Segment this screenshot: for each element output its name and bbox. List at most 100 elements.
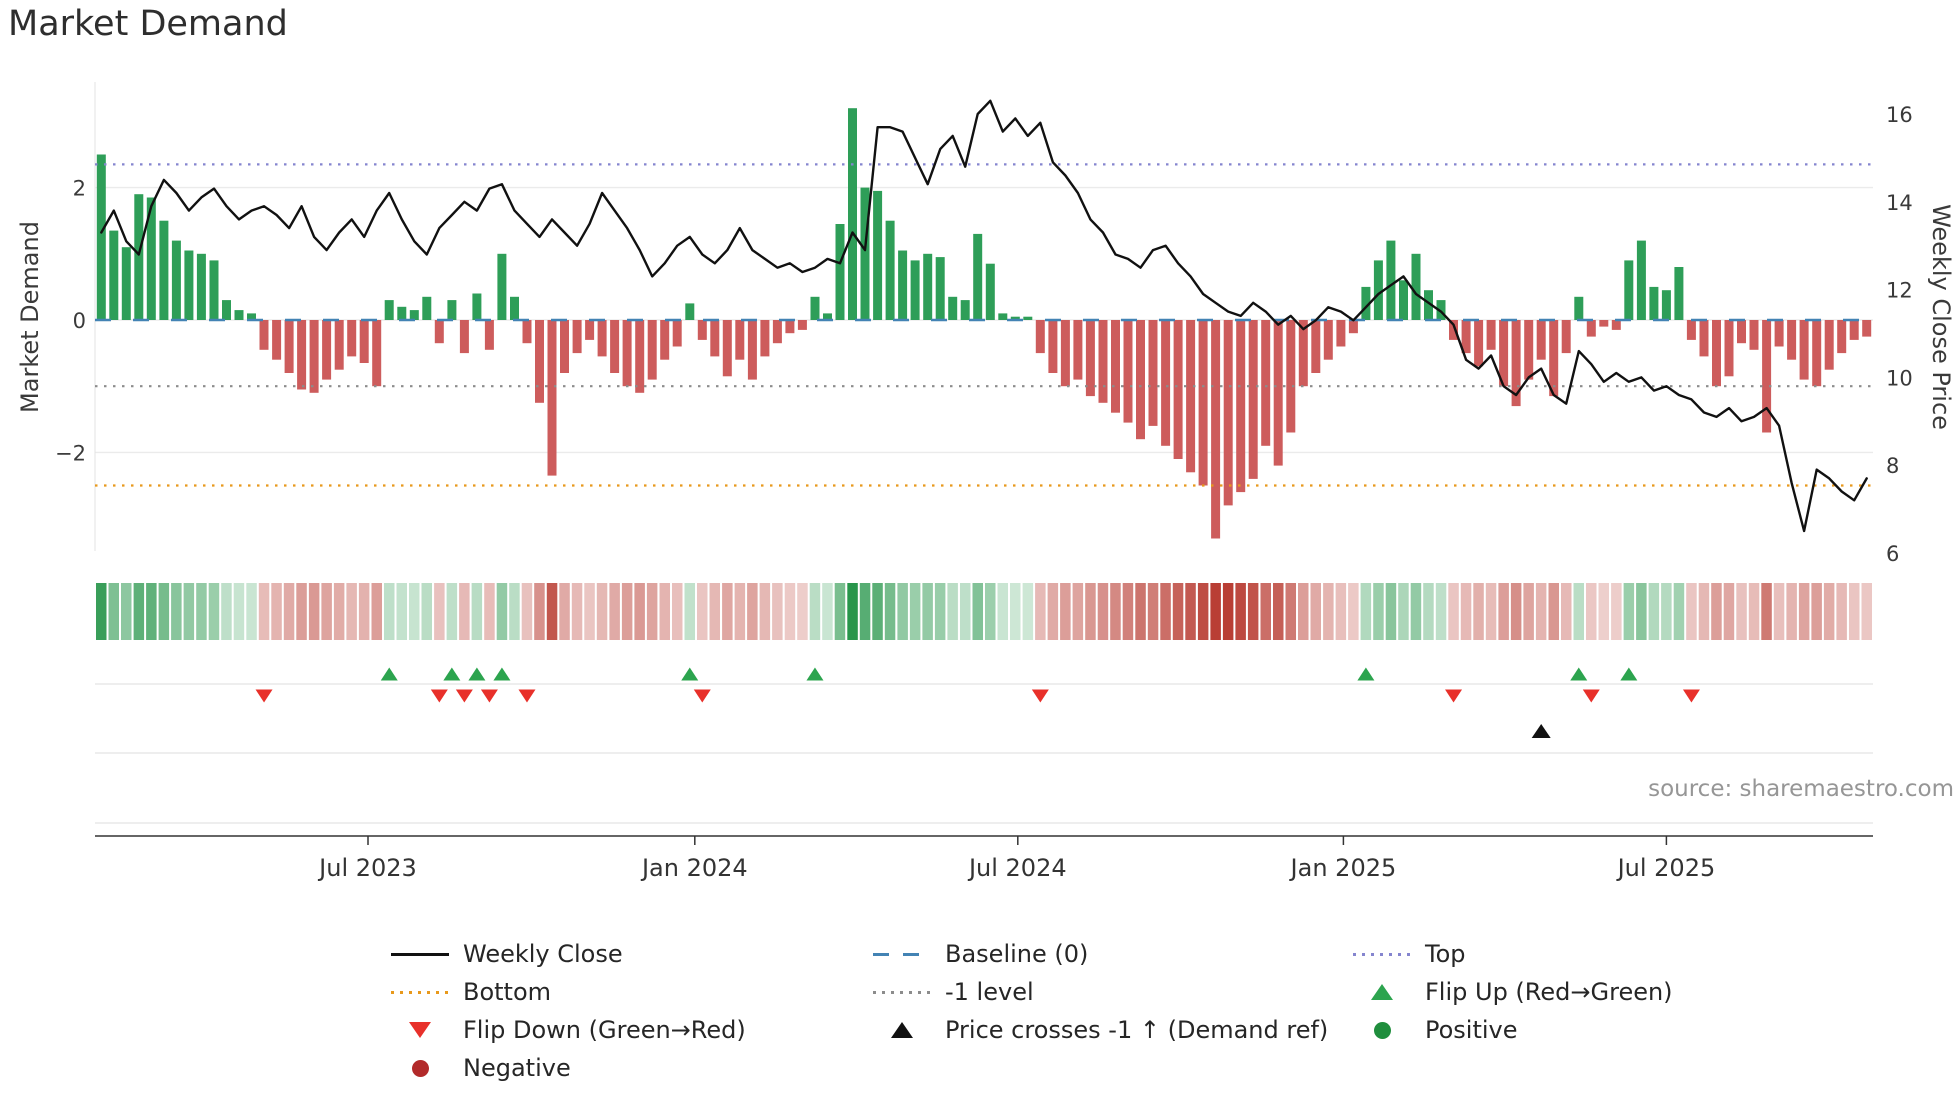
demand-bar [622, 320, 632, 387]
heatmap-cell [1035, 583, 1046, 640]
heatmap-cell [233, 583, 245, 640]
demand-bar [146, 197, 156, 320]
demand-bar [1311, 320, 1321, 373]
demand-bar [1111, 320, 1120, 413]
demand-bar [297, 320, 307, 390]
heatmap-cell [158, 583, 170, 640]
heatmap-cell [1273, 583, 1284, 640]
demand-bar [1373, 260, 1383, 320]
heatmap-cell [596, 583, 608, 640]
left-axis-tick-label: 2 [73, 177, 86, 201]
left-axis-ticks: 2 0 −2 [55, 177, 86, 466]
heatmap-cell [133, 583, 145, 640]
heatmap-cell [1611, 583, 1622, 640]
heatmap-cell [1423, 583, 1434, 640]
demand-bar [522, 320, 532, 344]
heatmap-cell [697, 583, 708, 640]
legend-item-bottom: Bottom [390, 976, 551, 1008]
heatmap-cell [734, 583, 746, 640]
circle-icon [411, 1059, 429, 1077]
negative-dot-swatch [390, 1052, 450, 1084]
heatmap-cell [196, 583, 207, 640]
flip-up-marker [681, 667, 699, 681]
demand-bar [1048, 320, 1058, 373]
heatmap-cell [1385, 583, 1397, 640]
demand-bar [1436, 300, 1446, 320]
heatmap-cell [258, 583, 270, 640]
heatmap-cell [1823, 583, 1835, 640]
legend-label-negative: Negative [463, 1054, 571, 1082]
right-axis-tick-label: 8 [1886, 454, 1899, 478]
demand-bar [1536, 320, 1546, 360]
flip-down-marker [1031, 689, 1049, 703]
demand-bar [196, 253, 206, 320]
heatmap-cell [409, 583, 420, 640]
flip-down-marker [480, 689, 498, 703]
demand-bar [309, 320, 319, 393]
demand-bar [1085, 320, 1095, 397]
demand-bar [635, 320, 645, 393]
flip-up-marker [493, 667, 511, 681]
heatmap-cell [1711, 583, 1722, 640]
demand-bar [1023, 316, 1033, 320]
demand-bar [1636, 240, 1646, 320]
circle-icon [1373, 1021, 1391, 1039]
demand-bar [1411, 253, 1421, 320]
heatmap-cell [1398, 583, 1409, 640]
demand-bar [1298, 320, 1308, 387]
heatmap-cell [659, 583, 670, 640]
demand-bar [722, 320, 732, 377]
demand-bar [422, 296, 432, 320]
demand-bar [397, 306, 407, 320]
demand-bar [1148, 320, 1158, 426]
demand-bar [359, 320, 369, 363]
positive-dot-swatch [1352, 1014, 1412, 1046]
heatmap-cell [1022, 583, 1034, 640]
demand-bar [747, 320, 757, 380]
demand-bar [1787, 320, 1797, 360]
demand-bar [1399, 280, 1408, 320]
demand-bar [560, 320, 569, 373]
demand-bar [572, 320, 582, 354]
legend-label-baseline: Baseline (0) [945, 940, 1089, 968]
heatmap-cell [909, 583, 921, 640]
heatmap-cell [96, 583, 107, 640]
heatmap-cell [1122, 583, 1134, 640]
demand-bar [434, 320, 444, 344]
heatmap-cell [246, 583, 257, 640]
heatmap-cell [947, 583, 958, 640]
legend-item-baseline: Baseline (0) [872, 938, 1088, 970]
heatmap-cell [772, 583, 783, 640]
heatmap-cell [1748, 583, 1760, 640]
demand-bar [1073, 320, 1083, 380]
heatmap-cell [634, 583, 645, 640]
heatmap-cell [1185, 583, 1196, 640]
heatmap-cell [1761, 583, 1772, 640]
heatmap-cell [1548, 583, 1559, 640]
price-cross-swatch [872, 1014, 932, 1046]
heatmap-cell [1686, 583, 1697, 640]
demand-bar [1474, 320, 1484, 367]
heatmap-cell [1561, 583, 1572, 640]
demand-bar [459, 320, 469, 354]
demand-bar [810, 296, 820, 320]
heatmap-cell [822, 583, 833, 640]
dotted-line-icon [1353, 952, 1411, 956]
demand-bar [585, 320, 595, 340]
legend-item-top: Top [1352, 938, 1466, 970]
demand-bar [272, 320, 282, 360]
demand-bar [1712, 320, 1721, 387]
price-cross-marker [1531, 724, 1551, 738]
demand-bar [1837, 320, 1847, 354]
demand-bar [1198, 320, 1208, 486]
flip-up-marker [380, 667, 398, 681]
heatmap-cell [985, 583, 996, 640]
left-axis-tick-label: −2 [55, 441, 86, 465]
demand-bar [735, 320, 745, 360]
demand-bar [860, 187, 870, 320]
marker-panel-gridlines [95, 683, 1873, 824]
heatmap-cell [1197, 583, 1209, 640]
flip-down-markers [255, 689, 1700, 703]
heatmap-cell [1598, 583, 1609, 640]
demand-bar [785, 320, 795, 334]
